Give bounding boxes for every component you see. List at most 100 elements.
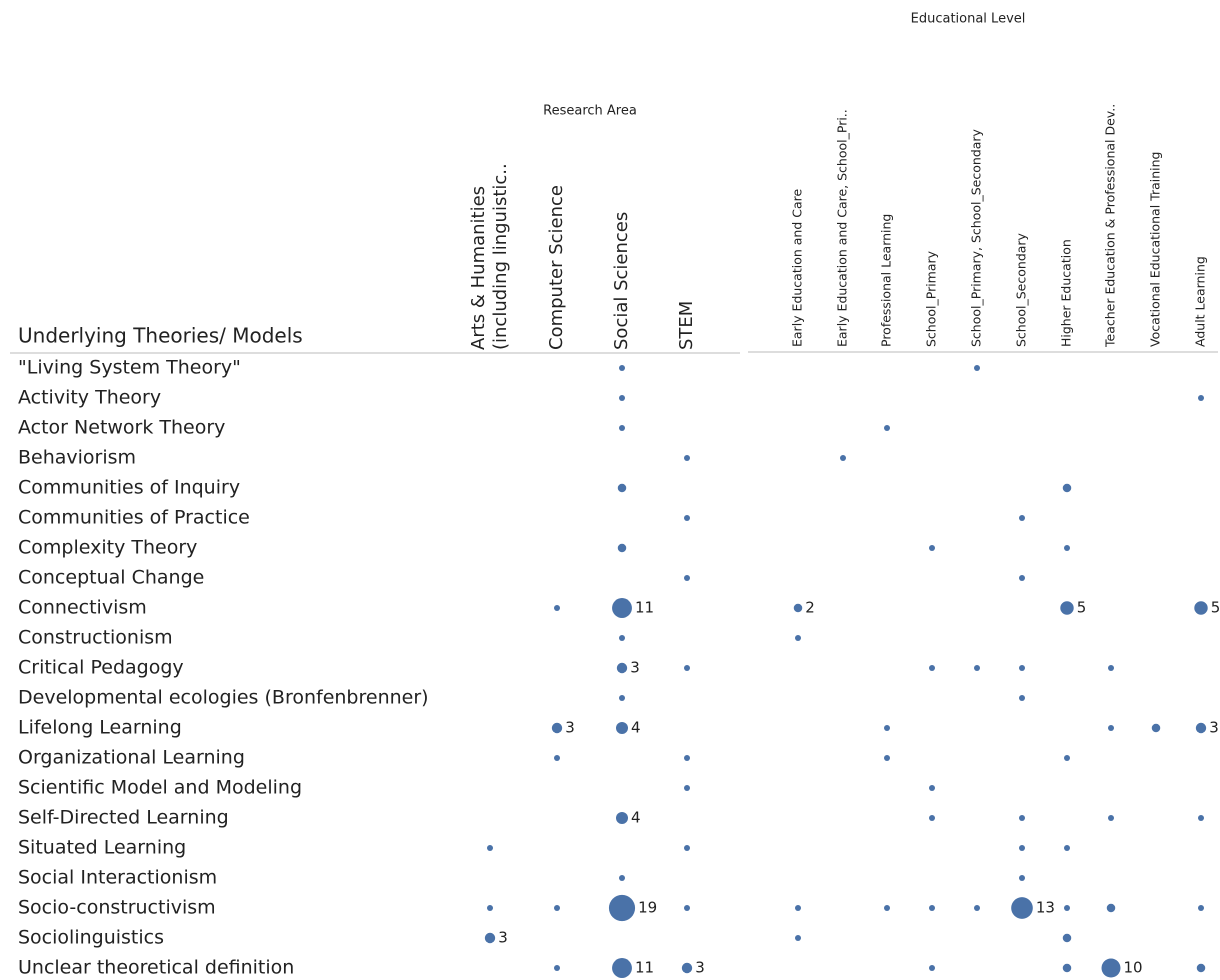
column-label: Early Education and Care, School_Pri..: [835, 109, 850, 347]
bubble: [616, 722, 628, 734]
bubble: [619, 875, 625, 881]
bubble: [1151, 723, 1161, 733]
column-label: Early Education and Care: [790, 189, 805, 347]
panel-title: Educational Level: [911, 12, 1026, 27]
row-label: Communities of Inquiry: [18, 477, 240, 499]
bubble: [616, 662, 628, 674]
bubble: [619, 695, 625, 701]
bubble: [1019, 515, 1025, 521]
bubble: [619, 365, 625, 371]
bubble: [554, 965, 560, 971]
bubble: [684, 905, 690, 911]
row-label: Organizational Learning: [18, 747, 245, 769]
bubble: [554, 605, 560, 611]
value-label: 11: [635, 599, 654, 617]
column-label: STEM: [676, 301, 697, 350]
bubble: [929, 965, 935, 971]
bubble: [1011, 897, 1033, 919]
value-label: 3: [695, 959, 705, 977]
row-label: Situated Learning: [18, 837, 186, 859]
bubble: [795, 635, 801, 641]
row-label: Socio-constructivism: [18, 897, 216, 919]
bubble: [1106, 903, 1116, 913]
bubble: [1062, 933, 1072, 943]
row-header: Underlying Theories/ Models: [18, 324, 303, 348]
column-label: (including linguistic..: [490, 163, 511, 350]
value-label: 3: [498, 929, 508, 947]
bubble: [1101, 958, 1121, 978]
bubble: [1064, 755, 1070, 761]
bubble: [884, 755, 890, 761]
bubble: [617, 483, 627, 493]
row-label: Developmental ecologies (Bronfenbrenner): [18, 687, 429, 709]
bubble: [1198, 395, 1204, 401]
bubble: [684, 455, 690, 461]
bubble: [1064, 845, 1070, 851]
column-label: School_Primary: [924, 250, 939, 347]
value-label: 19: [638, 899, 657, 917]
bubble: [684, 575, 690, 581]
bubble: [929, 815, 935, 821]
bubble: [1108, 665, 1114, 671]
bubble: [793, 603, 803, 613]
row-label: Social Interactionism: [18, 867, 217, 889]
value-label: 4: [631, 719, 641, 737]
row-label: Self-Directed Learning: [18, 807, 229, 829]
bubble: [1062, 483, 1072, 493]
bubble: [684, 515, 690, 521]
value-label: 5: [1077, 599, 1087, 617]
bubble: [684, 665, 690, 671]
bubble: [840, 455, 846, 461]
bubble: [612, 958, 632, 978]
bubble: [554, 755, 560, 761]
bubble: [681, 962, 693, 974]
bubble: [1062, 963, 1072, 973]
bubble: [974, 365, 980, 371]
value-label: 3: [630, 659, 640, 677]
bubble: [1019, 665, 1025, 671]
value-label: 10: [1123, 959, 1142, 977]
bubble: [1198, 905, 1204, 911]
row-label: Complexity Theory: [18, 537, 197, 559]
row-label: Sociolinguistics: [18, 927, 164, 949]
value-label: 5: [1211, 599, 1220, 617]
column-label: Vocational Educational Training: [1148, 152, 1163, 347]
column-label: Computer Science: [546, 185, 567, 350]
bubble: [616, 812, 628, 824]
column-label: Higher Education: [1059, 239, 1074, 347]
bubble: [608, 894, 636, 922]
bubble: [1019, 845, 1025, 851]
bubble: [551, 722, 563, 734]
row-label: Connectivism: [18, 597, 147, 619]
bubble: [1019, 875, 1025, 881]
bubble: [619, 635, 625, 641]
bubble: [487, 845, 493, 851]
row-label: Activity Theory: [18, 387, 161, 409]
bubble: [619, 425, 625, 431]
value-label: 13: [1036, 899, 1055, 917]
row-label: Conceptual Change: [18, 567, 204, 589]
bubble: [1060, 601, 1074, 615]
column-label: Professional Learning: [879, 214, 894, 347]
row-label: Lifelong Learning: [18, 717, 182, 739]
bubble: [612, 598, 632, 618]
bubble: [684, 785, 690, 791]
bubble: [1064, 545, 1070, 551]
bubble: [1108, 725, 1114, 731]
row-label: Scientific Model and Modeling: [18, 777, 302, 799]
column-label: School_Primary, School_Secondary: [969, 128, 984, 347]
row-label: Behaviorism: [18, 447, 136, 469]
value-label: 11: [635, 959, 654, 977]
panel-title: Research Area: [543, 104, 637, 119]
row-label: Communities of Practice: [18, 507, 250, 529]
bubble: [1198, 815, 1204, 821]
row-label: Unclear theoretical definition: [18, 957, 294, 979]
bubble: [974, 905, 980, 911]
column-label: Adult Learning: [1193, 256, 1208, 347]
bubble: [884, 425, 890, 431]
bubble: [684, 845, 690, 851]
row-label: Actor Network Theory: [18, 417, 225, 439]
bubble: [929, 905, 935, 911]
bubble: [795, 935, 801, 941]
